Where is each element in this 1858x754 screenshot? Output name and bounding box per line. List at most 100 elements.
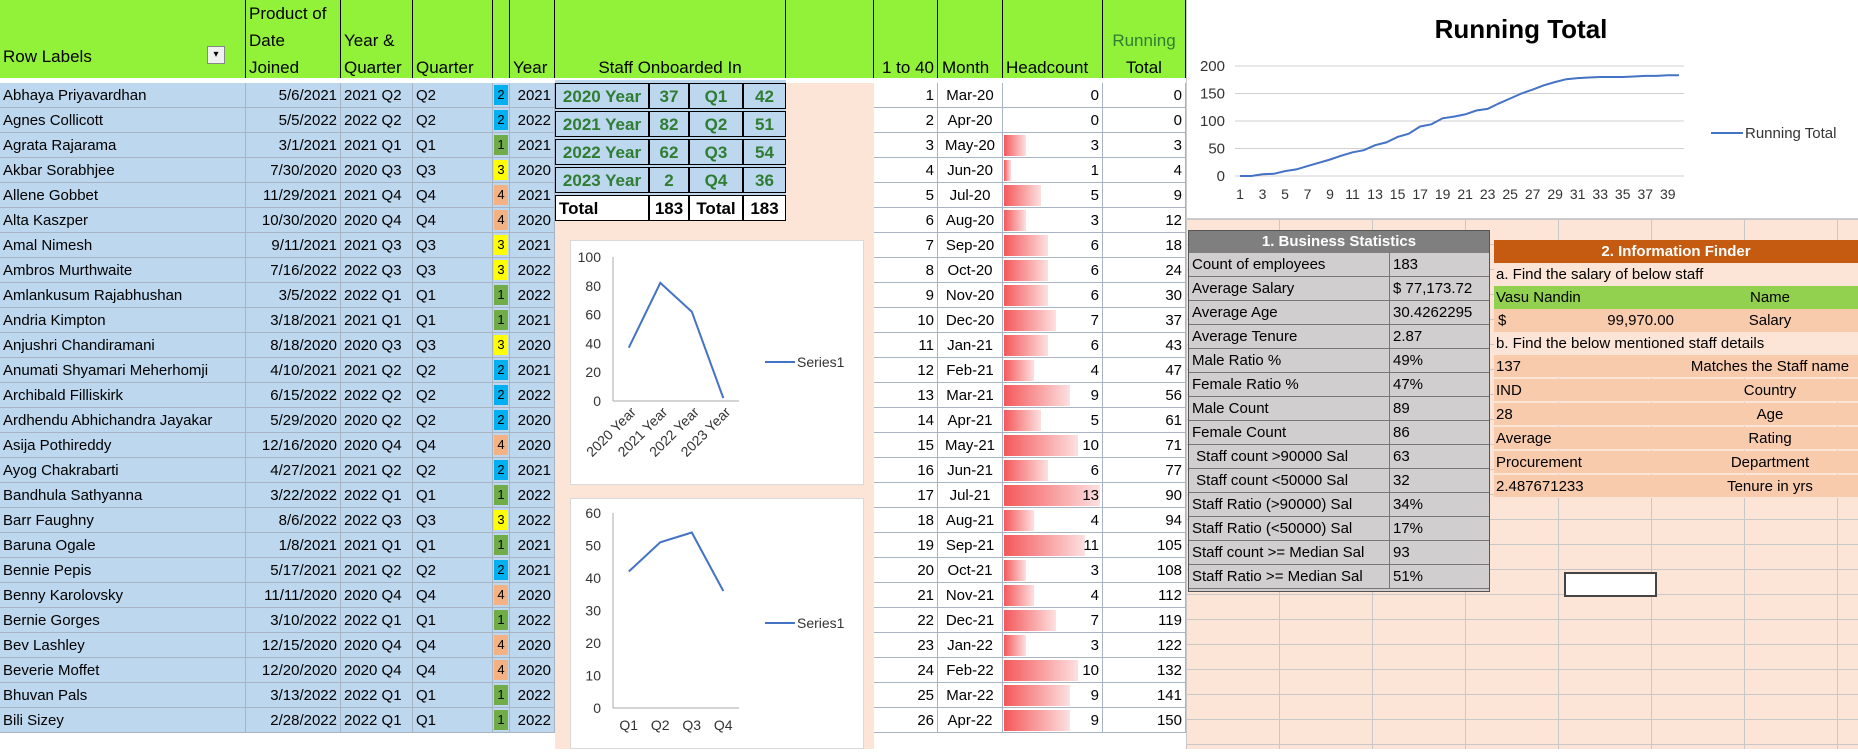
quarter-onboard-chart[interactable]: 0 10 20 30 40 50 60 Q1 Q2 Q3 Q4 Series1 (570, 498, 864, 749)
table-row[interactable]: Asija Pothireddy 12/16/2020 2020 Q4 Q4 4 2020 (0, 433, 555, 458)
table-row[interactable]: Alta Kaszper 10/30/2020 2020 Q4 Q4 4 2020 (0, 208, 555, 233)
staff-name[interactable]: Abhaya Priyavardhan (0, 83, 246, 108)
monthly-row[interactable]: 25 Mar-22 9 141 (874, 683, 1186, 708)
staff-name[interactable]: Allene Gobbet (0, 183, 246, 208)
staff-quarter-number-cell: 4 (493, 658, 510, 683)
monthly-row[interactable]: 7 Sep-20 6 18 (874, 233, 1186, 258)
monthly-row[interactable]: 20 Oct-21 3 108 (874, 558, 1186, 583)
staff-date-joined: 5/6/2021 (246, 83, 341, 108)
monthly-row[interactable]: 21 Nov-21 4 112 (874, 583, 1186, 608)
table-row[interactable]: Abhaya Priyavardhan 5/6/2021 2021 Q2 Q2 2 202… (0, 83, 555, 108)
staff-name[interactable]: Bev Lashley (0, 633, 246, 658)
staff-name[interactable]: Barr Faughny (0, 508, 246, 533)
monthly-row[interactable]: 24 Feb-22 10 132 (874, 658, 1186, 683)
monthly-row[interactable]: 5 Jul-20 5 9 (874, 183, 1186, 208)
selected-cell[interactable] (1564, 572, 1657, 597)
x-tick-label: Q1 (619, 717, 638, 733)
table-row[interactable]: Amal Nimesh 9/11/2021 2021 Q3 Q3 3 2021 (0, 233, 555, 258)
monthly-row[interactable]: 1 Mar-20 0 0 (874, 83, 1186, 108)
monthly-row[interactable]: 6 Aug-20 3 12 (874, 208, 1186, 233)
monthly-row[interactable]: 22 Dec-21 7 119 (874, 608, 1186, 633)
header-product-date-line3: Joined (249, 58, 300, 77)
table-row[interactable]: Amlankusum Rajabhushan 3/5/2022 2022 Q1 Q1 1… (0, 283, 555, 308)
staff-name[interactable]: Beverie Moffet (0, 658, 246, 683)
table-row[interactable]: Beverie Moffet 12/20/2020 2020 Q4 Q4 4 2020 (0, 658, 555, 683)
table-row[interactable]: Ayog Chakrabarti 4/27/2021 2021 Q2 Q2 2 2021 (0, 458, 555, 483)
staff-name[interactable]: Benny Karolovsky (0, 583, 246, 608)
monthly-row[interactable]: 12 Feb-21 4 47 (874, 358, 1186, 383)
table-row[interactable]: Baruna Ogale 1/8/2021 2021 Q1 Q1 1 2021 (0, 533, 555, 558)
staff-name[interactable]: Agnes Collicott (0, 108, 246, 133)
running-total-chart[interactable]: Running Total 0 50 100 150 200 1 3 5 7 9 11 13 15 17 19… (1186, 0, 1858, 219)
staff-name[interactable]: Bandhula Sathyanna (0, 483, 246, 508)
monthly-row[interactable]: 19 Sep-21 11 105 (874, 533, 1186, 558)
table-row[interactable]: Ambros Murthwaite 7/16/2022 2022 Q3 Q3 3 2022 (0, 258, 555, 283)
running-total-value: 119 (1103, 608, 1186, 633)
table-row[interactable]: Bhuvan Pals 3/13/2022 2022 Q1 Q1 1 2022 (0, 683, 555, 708)
staff-name[interactable]: Alta Kaszper (0, 208, 246, 233)
staff-name[interactable]: Ayog Chakrabarti (0, 458, 246, 483)
table-row[interactable]: Barr Faughny 8/6/2022 2022 Q3 Q3 3 2022 (0, 508, 555, 533)
table-row[interactable]: Agnes Collicott 5/5/2022 2022 Q2 Q2 2 2022 (0, 108, 555, 133)
finder-a-name-value[interactable]: Vasu Nandin (1496, 289, 1581, 306)
staff-name[interactable]: Anjushri Chandiramani (0, 333, 246, 358)
staff-name[interactable]: Bennie Pepis (0, 558, 246, 583)
monthly-row[interactable]: 17 Jul-21 13 90 (874, 483, 1186, 508)
month-index: 11 (874, 333, 938, 358)
staff-name[interactable]: Agrata Rajarama (0, 133, 246, 158)
monthly-row[interactable]: 9 Nov-20 6 30 (874, 283, 1186, 308)
table-row[interactable]: Andria Kimpton 3/18/2021 2021 Q1 Q1 1 2021 (0, 308, 555, 333)
staff-name[interactable]: Asija Pothireddy (0, 433, 246, 458)
table-row[interactable]: Ardhendu Abhichandra Jayakar 5/29/2020 202… (0, 408, 555, 433)
header-row-labels[interactable]: Row Labels ▾ (0, 0, 246, 78)
year-onboard-chart[interactable]: 0 20 40 60 80 100 2020 Year 2021 Year 2022 Year 2… (570, 240, 864, 485)
onboard-quarter-label: Q2 (689, 111, 743, 137)
filter-dropdown-icon[interactable]: ▾ (207, 46, 225, 64)
table-row[interactable]: Agrata Rajarama 3/1/2021 2021 Q1 Q1 1 2021 (0, 133, 555, 158)
table-row[interactable]: Bili Sizey 2/28/2022 2022 Q1 Q1 1 2022 (0, 708, 555, 733)
table-row[interactable]: Bernie Gorges 3/10/2022 2022 Q1 Q1 1 2022 (0, 608, 555, 633)
table-row[interactable]: Anjushri Chandiramani 8/18/2020 2020 Q3 Q3 3… (0, 333, 555, 358)
header-year-text: Year (513, 58, 548, 77)
monthly-row[interactable]: 8 Oct-20 6 24 (874, 258, 1186, 283)
staff-name[interactable]: Amlankusum Rajabhushan (0, 283, 246, 308)
table-row[interactable]: Bennie Pepis 5/17/2021 2021 Q2 Q2 2 2021 (0, 558, 555, 583)
table-row[interactable]: Bev Lashley 12/15/2020 2020 Q4 Q4 4 2020 (0, 633, 555, 658)
table-row[interactable]: Anumati Shyamari Meherhomji 4/10/2021 2021… (0, 358, 555, 383)
y-tick-label: 200 (1200, 58, 1225, 75)
monthly-row[interactable]: 4 Jun-20 1 4 (874, 158, 1186, 183)
staff-name[interactable]: Bernie Gorges (0, 608, 246, 633)
table-row[interactable]: Allene Gobbet 11/29/2021 2021 Q4 Q4 4 2021 (0, 183, 555, 208)
monthly-row[interactable]: 16 Jun-21 6 77 (874, 458, 1186, 483)
headcount-value: 10 (1082, 437, 1099, 454)
staff-name[interactable]: Bhuvan Pals (0, 683, 246, 708)
staff-name[interactable]: Baruna Ogale (0, 533, 246, 558)
staff-name[interactable]: Archibald Filliskirk (0, 383, 246, 408)
staff-name[interactable]: Amal Nimesh (0, 233, 246, 258)
monthly-row[interactable]: 2 Apr-20 0 0 (874, 108, 1186, 133)
x-tick-label: 3 (1259, 186, 1267, 202)
staff-name[interactable]: Anumati Shyamari Meherhomji (0, 358, 246, 383)
table-row[interactable]: Akbar Sorabhjee 7/30/2020 2020 Q3 Q3 3 2020 (0, 158, 555, 183)
monthly-row[interactable]: 26 Apr-22 9 150 (874, 708, 1186, 733)
monthly-row[interactable]: 15 May-21 10 71 (874, 433, 1186, 458)
monthly-row[interactable]: 14 Apr-21 5 61 (874, 408, 1186, 433)
onboard-quarter-label: Q1 (689, 83, 743, 109)
table-row[interactable]: Bandhula Sathyanna 3/22/2022 2022 Q1 Q1 1 202… (0, 483, 555, 508)
monthly-row[interactable]: 11 Jan-21 6 43 (874, 333, 1186, 358)
table-row[interactable]: Archibald Filliskirk 6/15/2022 2022 Q2 Q2 2 2… (0, 383, 555, 408)
onboard-quarter-label: Q3 (689, 139, 743, 165)
monthly-row[interactable]: 13 Mar-21 9 56 (874, 383, 1186, 408)
staff-name[interactable]: Bili Sizey (0, 708, 246, 733)
x-tick-label: Q3 (682, 717, 701, 733)
monthly-row[interactable]: 18 Aug-21 4 94 (874, 508, 1186, 533)
staff-name[interactable]: Akbar Sorabhjee (0, 158, 246, 183)
quarter-number-badge: 4 (494, 435, 508, 455)
monthly-row[interactable]: 23 Jan-22 3 122 (874, 633, 1186, 658)
monthly-row[interactable]: 3 May-20 3 3 (874, 133, 1186, 158)
staff-name[interactable]: Ambros Murthwaite (0, 258, 246, 283)
staff-name[interactable]: Andria Kimpton (0, 308, 246, 333)
staff-name[interactable]: Ardhendu Abhichandra Jayakar (0, 408, 246, 433)
table-row[interactable]: Benny Karolovsky 11/11/2020 2020 Q4 Q4 4 2020 (0, 583, 555, 608)
monthly-row[interactable]: 10 Dec-20 7 37 (874, 308, 1186, 333)
